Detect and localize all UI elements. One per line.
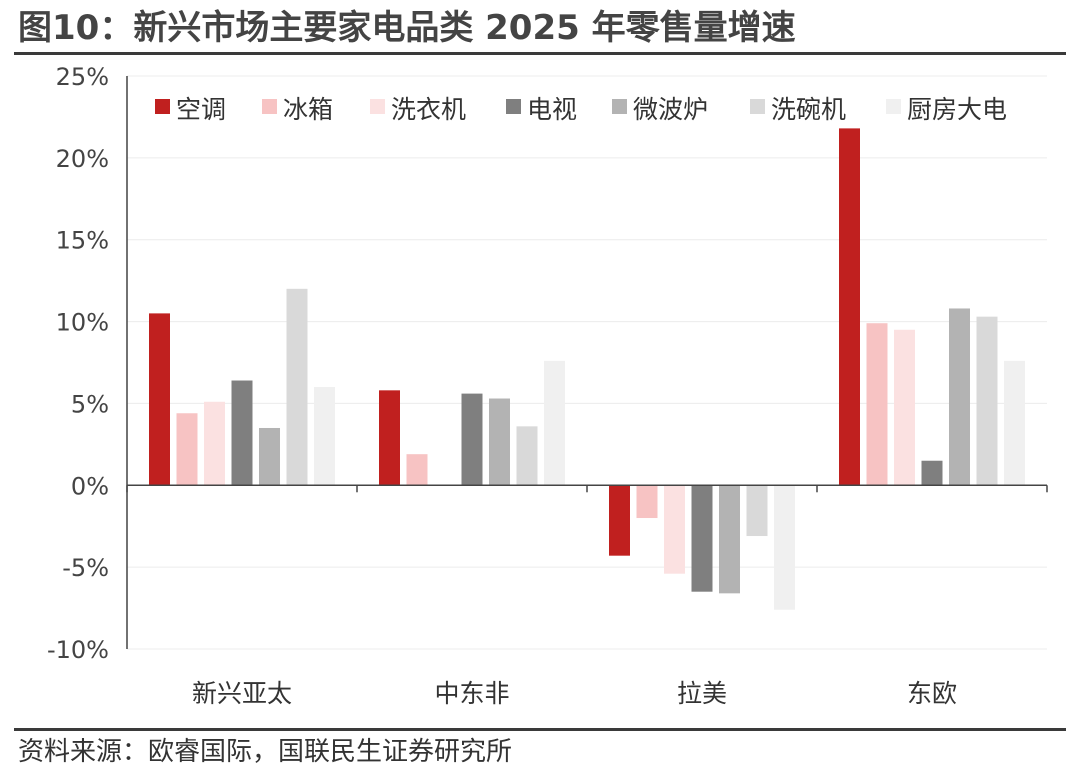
legend-swatch bbox=[262, 99, 277, 114]
legend-label: 厨房大电 bbox=[907, 95, 1007, 124]
legend-label: 冰箱 bbox=[283, 95, 333, 124]
bar bbox=[839, 128, 860, 486]
legend-swatch bbox=[612, 99, 627, 114]
bar bbox=[149, 313, 170, 486]
bar bbox=[286, 288, 308, 486]
bar bbox=[921, 460, 943, 486]
bar bbox=[314, 387, 335, 486]
bar-chart: 25% 20% 15% 10% 5% 0% -5% -10% 新兴亚太 中东非 拉美 东欧 空调 冰箱 洗衣… bbox=[47, 63, 1048, 708]
x-category-label: 拉美 bbox=[677, 679, 727, 708]
figure-title: 图10：新兴市场主要家电品类 2025 年零售量增速 bbox=[18, 8, 796, 48]
bar bbox=[461, 393, 483, 486]
bar bbox=[489, 398, 510, 486]
legend-swatch bbox=[750, 99, 765, 114]
bar bbox=[176, 413, 198, 486]
y-tick-label: -10% bbox=[47, 636, 109, 664]
x-category-label: 新兴亚太 bbox=[192, 679, 292, 708]
bar bbox=[894, 329, 915, 486]
y-tick-label: -5% bbox=[62, 554, 109, 582]
bar bbox=[609, 485, 630, 556]
y-tick-label: 25% bbox=[56, 63, 109, 91]
bar bbox=[976, 316, 998, 486]
x-category-label: 中东非 bbox=[434, 679, 509, 708]
legend-swatch bbox=[506, 99, 521, 114]
legend-label: 电视 bbox=[527, 95, 577, 124]
y-tick-label: 10% bbox=[56, 309, 109, 337]
bar bbox=[774, 485, 795, 610]
source-note: 资料来源：欧睿国际，国联民生证券研究所 bbox=[18, 737, 513, 767]
footer-divider bbox=[14, 728, 1066, 731]
bar bbox=[259, 427, 280, 486]
bar bbox=[516, 426, 538, 486]
bar bbox=[719, 485, 740, 594]
bar bbox=[746, 485, 768, 537]
bar bbox=[664, 485, 685, 574]
title-divider bbox=[14, 52, 1066, 55]
legend-swatch bbox=[155, 99, 170, 114]
y-tick-label: 20% bbox=[56, 145, 109, 173]
legend-swatch bbox=[886, 99, 901, 114]
bar bbox=[691, 485, 713, 592]
y-tick-label: 5% bbox=[71, 390, 109, 418]
bar bbox=[1004, 360, 1025, 486]
bar bbox=[866, 323, 888, 486]
legend-swatch bbox=[370, 99, 385, 114]
bar bbox=[204, 401, 225, 486]
bar bbox=[406, 454, 428, 486]
legend-label: 洗衣机 bbox=[391, 95, 466, 124]
x-category-label: 东欧 bbox=[907, 679, 957, 708]
bar bbox=[231, 380, 253, 486]
legend-label: 洗碗机 bbox=[771, 95, 846, 124]
bar bbox=[379, 390, 400, 486]
bar bbox=[636, 485, 658, 519]
bar bbox=[949, 308, 970, 486]
bar bbox=[544, 360, 565, 486]
y-tick-label: 0% bbox=[71, 472, 109, 500]
y-tick-label: 15% bbox=[56, 227, 109, 255]
legend-label: 微波炉 bbox=[633, 95, 708, 124]
legend-label: 空调 bbox=[176, 95, 226, 124]
